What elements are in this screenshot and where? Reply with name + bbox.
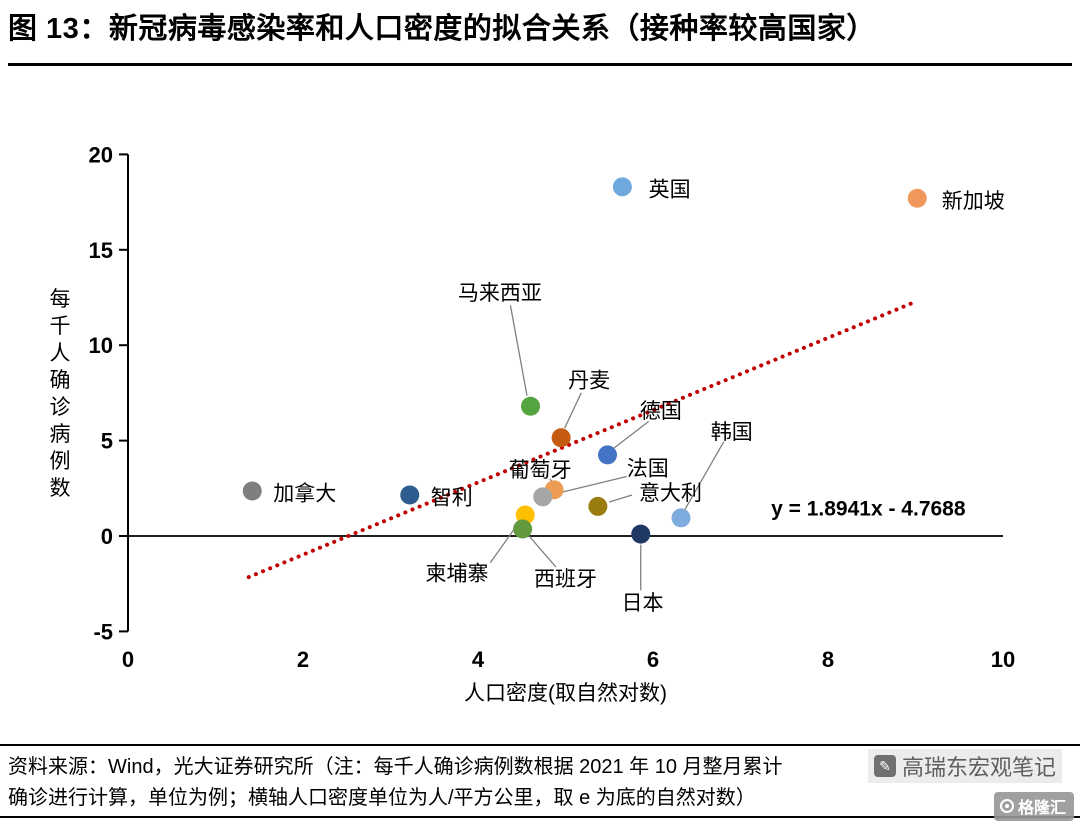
scatter-point — [631, 524, 651, 544]
scatter-point — [907, 188, 927, 208]
label-leader-line — [564, 392, 582, 429]
scatter-point — [242, 481, 262, 501]
x-tick-label: 10 — [991, 647, 1015, 672]
y-tick-label: 15 — [89, 238, 113, 263]
scatter-point — [513, 519, 533, 539]
y-axis-title-char: 千 — [50, 315, 71, 338]
watermark-note: ✎ 高瑞东宏观笔记 — [867, 749, 1062, 783]
point-label: 柬埔寨 — [426, 562, 489, 585]
point-label: 智利 — [431, 486, 473, 509]
point-label: 韩国 — [711, 421, 753, 444]
label-leader-line — [528, 535, 557, 568]
y-tick-label: 10 — [89, 333, 113, 358]
y-tick-label: -5 — [93, 619, 113, 644]
scatter-point — [400, 485, 420, 505]
x-tick-label: 6 — [647, 647, 659, 672]
scatter-point — [612, 177, 632, 197]
y-axis-title-char: 病 — [50, 423, 71, 446]
notebook-pen-icon: ✎ — [873, 755, 896, 777]
scatter-chart: -5 0 5 10 15 20 0 2 4 6 8 10 人口密度(取自然对数) 每千人确诊病例数 y = … — [50, 142, 1016, 705]
label-leader-line — [613, 421, 650, 449]
y-axis-title-char: 诊 — [50, 396, 71, 419]
page-bottom-divider — [0, 816, 1080, 818]
point-label: 新加坡 — [942, 190, 1005, 213]
point-label: 日本 — [622, 592, 664, 615]
scatter-point — [671, 508, 691, 528]
logo-circle-icon — [999, 799, 1014, 813]
point-label: 马来西亚 — [458, 282, 542, 305]
watermark-text: 高瑞东宏观笔记 — [901, 755, 1056, 780]
footer-top-divider — [0, 744, 1080, 746]
x-tick-label: 4 — [472, 647, 485, 672]
y-axis-title-char: 人 — [50, 342, 71, 365]
scatter-point — [588, 496, 608, 516]
point-label: 加拿大 — [273, 481, 336, 505]
label-leader-line — [683, 441, 725, 511]
x-tick-label: 0 — [122, 647, 134, 672]
x-tick-label: 8 — [822, 647, 834, 672]
x-tick-label: 2 — [297, 647, 309, 672]
x-axis-title: 人口密度(取自然对数) — [464, 682, 667, 705]
label-leader-line — [509, 305, 528, 396]
point-label: 法国 — [627, 457, 669, 480]
source-note-line1: 资料来源：Wind，光大证券研究所（注：每千人确诊病例数根据 2021 年 10… — [8, 756, 783, 778]
title-divider — [8, 63, 1072, 66]
source-note: 资料来源：Wind，光大证券研究所（注：每千人确诊病例数根据 2021 年 10… — [8, 752, 783, 814]
source-note-line2: 确诊进行计算，单位为例；横轴人口密度单位为人/平方公里，取 e 为底的自然对数） — [8, 787, 756, 809]
y-axis-title-char: 数 — [50, 477, 71, 500]
y-tick-label: 20 — [89, 142, 113, 167]
scatter-point — [598, 445, 617, 465]
scatter-point — [521, 396, 540, 416]
point-label: 英国 — [649, 179, 691, 202]
label-leader-line — [609, 494, 633, 503]
y-axis-title-char: 例 — [50, 450, 71, 473]
scatter-point — [551, 428, 571, 448]
point-label: 丹麦 — [568, 370, 610, 393]
figure-title: 图 13：新冠病毒感染率和人口密度的拟合关系（接种率较高国家） — [8, 13, 876, 45]
point-label: 西班牙 — [534, 568, 597, 591]
y-axis-title-char: 每 — [50, 288, 71, 311]
gelonghui-logo: 格隆汇 — [993, 792, 1074, 821]
logo-text: 格隆汇 — [1017, 800, 1066, 817]
trendline-equation: y = 1.8941x - 4.7688 — [771, 497, 966, 520]
point-label: 德国 — [640, 400, 682, 423]
y-axis-title-char: 确 — [50, 369, 71, 392]
label-leader-line — [561, 475, 627, 493]
point-label: 葡萄牙 — [509, 459, 572, 482]
point-label: 意大利 — [639, 482, 702, 505]
y-tick-label: 0 — [101, 524, 113, 549]
y-tick-label: 5 — [101, 429, 113, 454]
scatter-point — [533, 487, 553, 507]
